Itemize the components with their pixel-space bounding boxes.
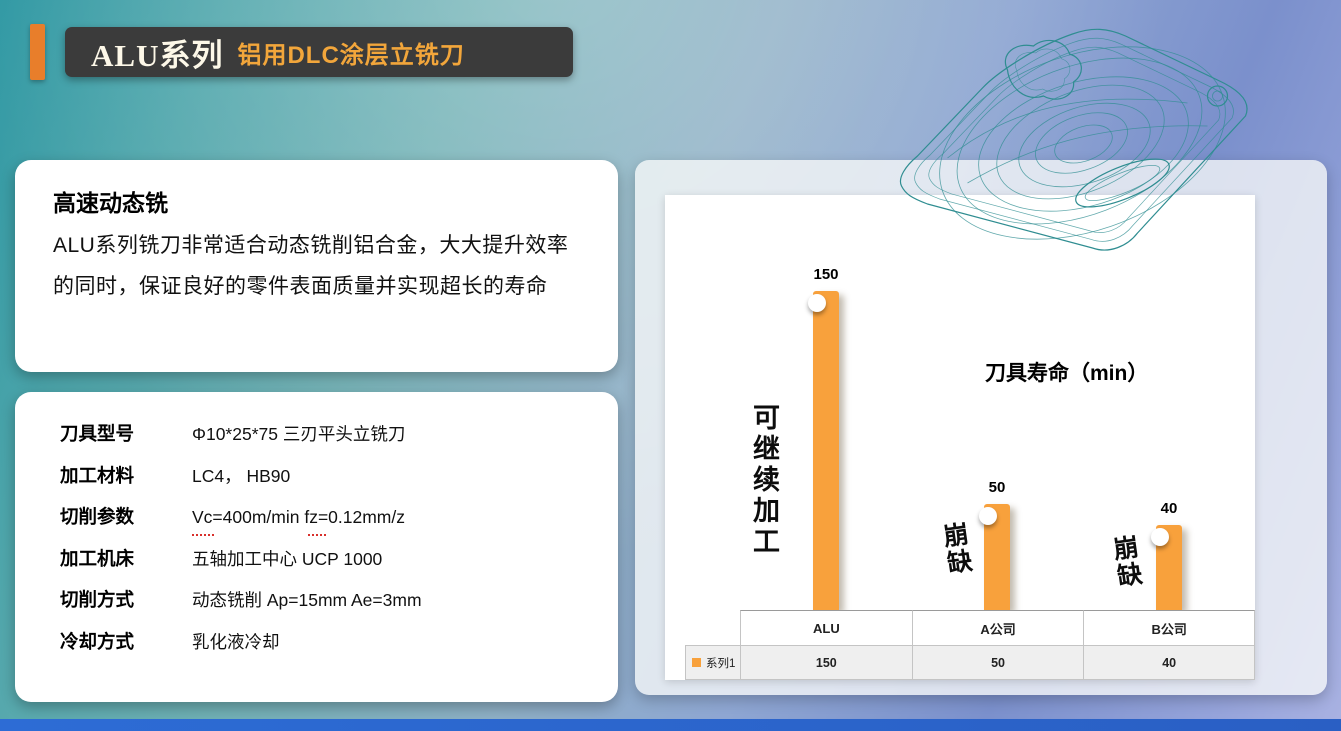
bar-value-label: 40 [1160, 500, 1178, 517]
spec-value: 乳化液冷却 [192, 631, 280, 652]
bar-cap-icon [808, 294, 826, 312]
category-cell: B公司 [1083, 610, 1255, 645]
legend-label: 系列1 [706, 657, 736, 670]
bar-cap-icon [1151, 528, 1169, 546]
spec-label: 切削参数 [60, 506, 135, 527]
header-subtitle: 铝用DLC涂层立铣刀 [237, 41, 465, 69]
value-cell: 40 [1083, 645, 1255, 680]
category-cell: A公司 [911, 610, 1084, 645]
bar-group-company-b: 40 [1151, 500, 1182, 610]
spec-label: 切削方式 [60, 589, 135, 610]
intro-body: ALU系列铣刀非常适合动态铣削铝合金，大大提升效率的同时，保证良好的零件表面质量… [53, 234, 569, 298]
accent-bar [30, 24, 45, 80]
value-cell: 50 [911, 645, 1084, 680]
legend-cell: 系列1 [685, 645, 740, 680]
category-cell: ALU [740, 610, 912, 645]
spellcheck-underline [192, 533, 214, 536]
spec-row: 加工机床 五轴加工中心 UCP 1000 [60, 545, 598, 587]
annotation-chipping-a: 崩缺 [938, 520, 974, 578]
series-title: ALU系列 [91, 37, 224, 73]
spec-value: Φ10*25*75 三刃平头立铣刀 [192, 424, 406, 444]
legend-swatch-icon [692, 658, 701, 667]
header-title-box: ALU系列 铝用DLC涂层立铣刀 [65, 27, 573, 77]
spec-value: 动态铣削 Ap=15mm Ae=3mm [192, 590, 422, 610]
annotation-chipping-b: 崩缺 [1108, 533, 1144, 591]
spec-row: 加工材料 LC4， HB90 [60, 462, 598, 504]
table-blank-cell [685, 610, 740, 645]
spec-label: 冷却方式 [60, 630, 135, 652]
chart-card: 刀具寿命（min） 150 50 40 可继续加工 崩缺 [635, 160, 1327, 695]
bar [808, 291, 839, 610]
toolpath-drawing-icon [899, 28, 1248, 251]
chart-data-table: ALU A公司 B公司 系列1 150 50 40 [685, 610, 1255, 680]
spec-row: 冷却方式 乳化液冷却 [60, 628, 598, 670]
bar-group-company-a: 50 [979, 479, 1010, 610]
value-cell: 150 [740, 645, 912, 680]
bar [979, 504, 1010, 610]
bar-value-label: 50 [988, 479, 1006, 496]
bar [1151, 525, 1182, 610]
chart-title: 刀具寿命（min） [985, 362, 1149, 385]
intro-title: 高速动态铣 [53, 190, 168, 216]
spellcheck-underline [308, 533, 326, 536]
spec-row: 刀具型号 Φ10*25*75 三刃平头立铣刀 [60, 420, 598, 462]
spec-value: Vc=400m/min fz=0.12mm/z [192, 507, 405, 527]
chart-plot-area: 刀具寿命（min） 150 50 40 可继续加工 崩缺 [665, 195, 1255, 680]
spec-value: 五轴加工中心 UCP 1000 [192, 548, 383, 569]
spec-value: LC4， HB90 [192, 465, 291, 486]
spec-card: 刀具型号 Φ10*25*75 三刃平头立铣刀 加工材料 LC4， HB90 切削… [15, 392, 618, 702]
intro-card: 高速动态铣 ALU系列铣刀非常适合动态铣削铝合金，大大提升效率的同时，保证良好的… [15, 160, 618, 372]
annotation-continue-machining: 可继续加工 [749, 403, 779, 558]
spec-row: 切削参数 Vc=400m/min fz=0.12mm/z [60, 503, 598, 545]
spec-row: 切削方式 动态铣削 Ap=15mm Ae=3mm [60, 586, 598, 628]
spec-label: 刀具型号 [60, 423, 135, 444]
spec-label: 加工材料 [60, 464, 135, 486]
bar-value-label: 150 [813, 266, 839, 283]
bar-group-alu: 150 [808, 266, 839, 610]
bottom-strip [0, 719, 1341, 731]
bar-cap-icon [979, 507, 997, 525]
spec-label: 加工机床 [60, 547, 135, 569]
